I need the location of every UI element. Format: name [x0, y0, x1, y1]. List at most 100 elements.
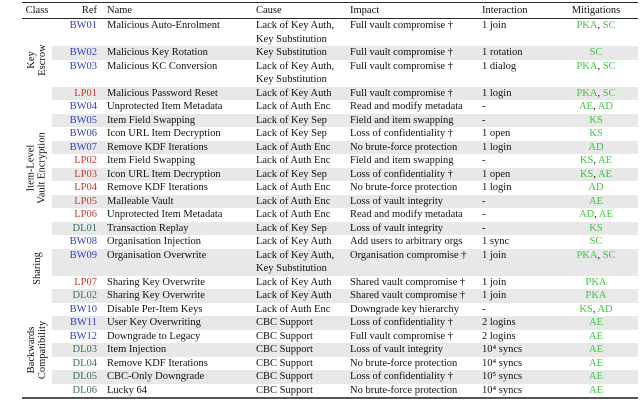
- cause-line: CBC Support: [256, 371, 313, 382]
- impact-cell: Read and modify metadata: [350, 101, 463, 112]
- mitigation-link[interactable]: AE: [589, 384, 603, 396]
- cause-line: Lack of Auth Enc: [256, 209, 331, 220]
- ref-link[interactable]: DL04: [72, 357, 98, 369]
- ref-link[interactable]: BW01: [69, 20, 97, 31]
- ref-link[interactable]: LP04: [74, 182, 97, 193]
- mitigation-link[interactable]: SC: [602, 87, 616, 99]
- cause-cell: Lack of Key Auth: [256, 276, 350, 290]
- mitigation-link[interactable]: AD: [588, 182, 604, 193]
- interaction-cell: -: [482, 101, 486, 112]
- ref-link[interactable]: BW02: [69, 47, 97, 58]
- mitigation-link[interactable]: KS: [589, 128, 603, 139]
- mitigation-link[interactable]: AE: [598, 209, 613, 220]
- table-row: DL03 Item Injection CBC Support Loss of vau…: [52, 343, 638, 357]
- mitigation-link[interactable]: PKA: [576, 60, 598, 72]
- threat-name: Unprotected Item Metadata: [107, 101, 223, 112]
- ref-link[interactable]: BW08: [69, 236, 97, 247]
- cause-cell: CBC Support: [256, 316, 350, 330]
- ref-link[interactable]: BW04: [69, 101, 97, 112]
- interaction-cell: 1 dialog: [482, 60, 517, 72]
- mitigation-link[interactable]: AD: [579, 209, 595, 220]
- interaction-cell: 1 join: [482, 249, 507, 261]
- mitigations-cell: KS, AD: [554, 303, 638, 317]
- mitigation-link[interactable]: AD: [588, 141, 604, 153]
- impact-cell: No brute-force protection: [350, 357, 458, 369]
- header-ref: Ref: [81, 4, 97, 16]
- cause-line: Lack of Key Auth: [256, 290, 332, 301]
- class-label-cell: Key Escrow: [22, 19, 52, 100]
- mitigation-link[interactable]: SC: [602, 20, 616, 31]
- ref-link[interactable]: BW07: [69, 141, 97, 153]
- ref-link[interactable]: BW09: [69, 249, 97, 261]
- cause-line: Lack of Auth Enc: [256, 141, 331, 153]
- mitigation-link[interactable]: AE: [598, 168, 613, 180]
- group-rows: BW04 Unprotected Item Metadata Lack of Aut…: [52, 100, 638, 235]
- mitigation-link[interactable]: KS: [579, 303, 593, 315]
- header-interaction: Interaction: [482, 4, 528, 16]
- mitigation-link[interactable]: AD: [597, 101, 613, 112]
- mitigation-link[interactable]: SC: [589, 47, 603, 58]
- threat-name: Downgrade to Legacy: [107, 330, 201, 342]
- ref-link[interactable]: DL05: [72, 371, 98, 382]
- ref-link[interactable]: LP01: [74, 87, 97, 99]
- cause-line: Lack of Key Auth,: [256, 20, 335, 31]
- mitigation-link[interactable]: KS: [579, 168, 594, 180]
- ref-link[interactable]: BW12: [69, 330, 97, 342]
- cause-line: Lack of Key Sep: [256, 222, 327, 234]
- ref-link[interactable]: LP06: [74, 209, 97, 220]
- header-name: Name: [107, 4, 133, 16]
- mitigation-link[interactable]: AE: [598, 155, 613, 166]
- cause-cell: Lack of Auth Enc: [256, 208, 350, 222]
- mitigation-link[interactable]: AE: [589, 195, 603, 207]
- impact-cell: No brute-force protection: [350, 384, 458, 396]
- ref-link[interactable]: LP05: [74, 195, 97, 207]
- threat-name: Remove KDF Iterations: [107, 182, 208, 193]
- mitigation-link[interactable]: KS: [589, 114, 603, 126]
- ref-link[interactable]: BW06: [69, 128, 97, 139]
- ref-link[interactable]: BW03: [69, 60, 97, 72]
- mitigation-link[interactable]: KS: [589, 222, 603, 234]
- mitigations-cell: AE: [554, 370, 638, 384]
- mitigation-link[interactable]: SC: [602, 249, 616, 261]
- ref-link[interactable]: DL01: [72, 222, 98, 234]
- cause-cell: Lack of Key Auth, Key Substitution: [256, 60, 350, 87]
- mitigation-link[interactable]: PKA: [576, 20, 598, 31]
- mitigation-link[interactable]: AE: [589, 357, 603, 369]
- ref-link[interactable]: DL06: [72, 384, 98, 396]
- mitigation-link[interactable]: PKA: [576, 249, 598, 261]
- mitigation-link[interactable]: PKA: [585, 276, 607, 288]
- mitigation-link[interactable]: PKA: [576, 87, 598, 99]
- ref-link[interactable]: BW10: [69, 303, 97, 315]
- mitigation-link[interactable]: SC: [602, 60, 616, 72]
- ref-link[interactable]: BW05: [69, 114, 97, 126]
- mitigation-link[interactable]: AE: [589, 330, 603, 342]
- mitigation-separator: ,: [593, 155, 599, 166]
- mitigation-link[interactable]: AE: [579, 101, 594, 112]
- mitigation-link[interactable]: AE: [589, 317, 603, 328]
- mitigation-link[interactable]: SC: [589, 236, 603, 247]
- mitigation-link[interactable]: AE: [589, 371, 603, 382]
- impact-cell: Full vault compromise †: [350, 20, 453, 31]
- ref-link[interactable]: LP07: [74, 276, 97, 288]
- table-row: BW01 Malicious Auto-Enrolment Lack of Key …: [52, 19, 638, 46]
- mitigation-link[interactable]: AE: [589, 344, 603, 355]
- ref-link[interactable]: LP02: [74, 155, 97, 166]
- interaction-cell: 1 login: [482, 87, 512, 99]
- mitigation-link[interactable]: KS: [579, 155, 594, 166]
- cause-line: Key Substitution: [256, 33, 327, 45]
- ref-link[interactable]: DL03: [72, 344, 98, 355]
- ref-link[interactable]: LP03: [74, 168, 97, 180]
- cause-cell: Lack of Key Auth: [256, 235, 350, 249]
- table-row: DL02 Sharing Key Overwrite Lack of Key Aut…: [52, 289, 638, 303]
- threat-name: Organisation Overwrite: [107, 249, 207, 261]
- table-row: DL06 Lucky 64 CBC Support No brute-force pr…: [52, 384, 638, 398]
- table-row: BW06 Icon URL Item Decryption Lack of Key …: [52, 127, 638, 141]
- ref-link[interactable]: DL02: [72, 290, 98, 301]
- impact-cell: Field and item swapping: [350, 155, 454, 166]
- cause-line: CBC Support: [256, 344, 313, 355]
- ref-link[interactable]: BW11: [69, 317, 97, 328]
- mitigation-link[interactable]: AD: [597, 303, 613, 315]
- mitigation-link[interactable]: PKA: [585, 290, 607, 301]
- mitigations-cell: KS: [554, 222, 638, 236]
